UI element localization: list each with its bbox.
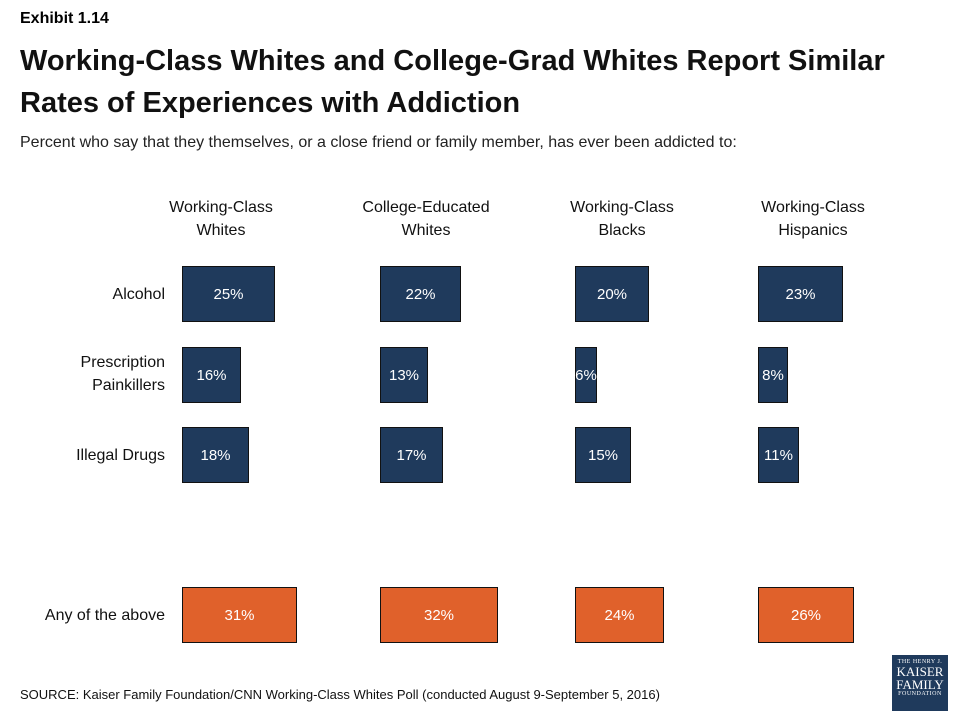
row-label-line: Painkillers bbox=[92, 377, 165, 394]
column-header: College-Educated Whites bbox=[336, 196, 516, 242]
exhibit-label: Exhibit 1.14 bbox=[20, 10, 109, 27]
column-header: Working-Class Whites bbox=[131, 196, 311, 242]
bar: 11% bbox=[758, 427, 799, 483]
bar-value-label: 20% bbox=[596, 285, 628, 303]
column-header-line: Working-Class bbox=[570, 199, 674, 216]
logo-line: FAMILY bbox=[896, 677, 944, 692]
column-header: Working-Class Hispanics bbox=[723, 196, 903, 242]
bar: 31% bbox=[182, 587, 297, 643]
bar-value-label: 22% bbox=[405, 285, 436, 303]
column-header-line: College-Educated bbox=[362, 199, 490, 216]
column-header-line: Whites bbox=[196, 222, 246, 239]
bar-value-label: 26% bbox=[790, 606, 822, 624]
bar: 15% bbox=[575, 427, 631, 483]
source-note: SOURCE: Kaiser Family Foundation/CNN Wor… bbox=[20, 687, 660, 702]
bar: 6% bbox=[575, 347, 597, 403]
bar-value-label: 11% bbox=[764, 446, 793, 464]
column-header-line: Working-Class bbox=[761, 199, 865, 216]
row-label: Prescription Painkillers bbox=[81, 351, 165, 397]
bar-value-label: 17% bbox=[396, 446, 427, 464]
bar-value-label: 16% bbox=[196, 366, 227, 384]
bar: 24% bbox=[575, 587, 664, 643]
bar: 23% bbox=[758, 266, 843, 322]
logo-line: FOUNDATION bbox=[898, 691, 942, 697]
bar-value-label: 24% bbox=[604, 606, 635, 624]
bar: 26% bbox=[758, 587, 854, 643]
bar-value-label: 8% bbox=[762, 366, 784, 384]
bar: 17% bbox=[380, 427, 443, 483]
row-label: Illegal Drugs bbox=[76, 444, 165, 467]
bar-value-label: 13% bbox=[388, 366, 420, 384]
row-label-line: Alcohol bbox=[112, 285, 165, 303]
column-header: Working-Class Blacks bbox=[532, 196, 712, 242]
bar-value-label: 25% bbox=[213, 285, 244, 303]
bar: 8% bbox=[758, 347, 788, 403]
bar: 18% bbox=[182, 427, 249, 483]
bar: 25% bbox=[182, 266, 275, 322]
row-label-line: Prescription bbox=[80, 354, 165, 371]
chart-title: Working-Class Whites and College-Grad Wh… bbox=[20, 45, 885, 119]
column-header-line: Whites bbox=[401, 222, 451, 239]
row-label-line: Any of the above bbox=[44, 606, 165, 624]
bar-value-label: 31% bbox=[224, 606, 255, 624]
logo-line: THE HENRY J. bbox=[897, 659, 943, 665]
row-label-line: Illegal Drugs bbox=[76, 446, 165, 464]
bar-value-label: 6% bbox=[575, 366, 597, 384]
row-label: Alcohol bbox=[113, 283, 165, 306]
bar: 32% bbox=[380, 587, 498, 643]
kff-logo: THE HENRY J. KAISER FAMILY FOUNDATION bbox=[892, 655, 948, 711]
column-header-line: Working-Class bbox=[169, 199, 273, 216]
chart-subtitle: Percent who say that they themselves, or… bbox=[20, 134, 737, 151]
bar: 13% bbox=[380, 347, 428, 403]
bar-value-label: 32% bbox=[423, 606, 455, 624]
bar-value-label: 23% bbox=[785, 285, 816, 303]
row-label: Any of the above bbox=[45, 604, 165, 627]
column-header-line: Blacks bbox=[598, 222, 646, 239]
bar: 20% bbox=[575, 266, 649, 322]
bar: 22% bbox=[380, 266, 461, 322]
bar-value-label: 18% bbox=[200, 446, 231, 464]
column-header-line: Hispanics bbox=[778, 222, 848, 239]
logo-line: KAISER bbox=[896, 664, 944, 679]
bar-value-label: 15% bbox=[587, 446, 619, 464]
bar: 16% bbox=[182, 347, 241, 403]
